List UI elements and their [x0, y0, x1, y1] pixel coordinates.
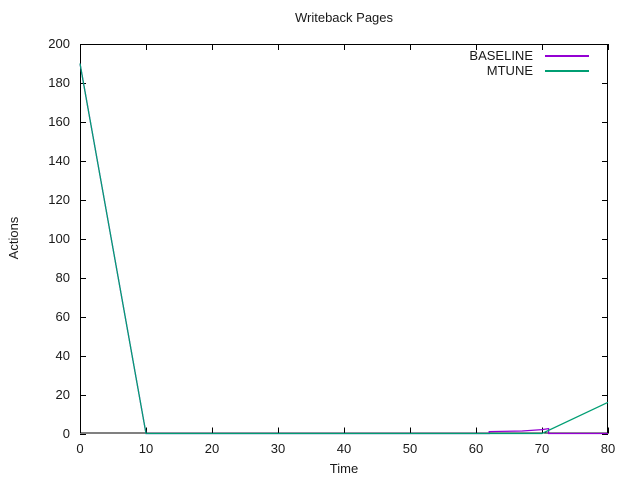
legend-item: BASELINE [469, 48, 589, 63]
y-tick-label: 40 [55, 347, 70, 363]
x-tick-label: 10 [138, 441, 154, 456]
legend-line-sample [545, 54, 589, 57]
series-line-baseline [79, 63, 608, 435]
y-tick-label: 0 [62, 425, 70, 441]
x-tick-label: 60 [468, 441, 484, 456]
x-tick-label: 0 [76, 441, 84, 456]
legend-label: BASELINE [469, 48, 533, 63]
y-tick-label: 80 [55, 269, 70, 285]
y-tick-label: 120 [48, 191, 70, 207]
legend: BASELINE MTUNE [469, 48, 589, 78]
x-tick-label: 80 [600, 441, 616, 456]
y-tick-label: 180 [48, 74, 70, 90]
y-tick-label: 200 [48, 36, 70, 51]
y-tick-label: 100 [48, 230, 70, 246]
x-tick-label: 20 [204, 441, 220, 456]
y-tick-label: 60 [55, 308, 70, 324]
plot-border [80, 44, 608, 434]
x-tick-label: 30 [270, 441, 286, 456]
y-tick-label: 140 [48, 152, 70, 168]
legend-item: MTUNE [469, 63, 589, 78]
x-tick-label: 50 [402, 441, 418, 456]
chart-title: Writeback Pages [294, 10, 394, 25]
legend-label: MTUNE [486, 63, 533, 78]
x-tick-label: 70 [534, 441, 550, 456]
y-tick-label: 20 [55, 386, 70, 402]
x-tick-label: 40 [336, 441, 352, 456]
legend-line-sample [545, 69, 589, 72]
series-line-mtune [79, 63, 609, 435]
y-tick-label: 160 [48, 113, 70, 129]
x-axis-label: Time [329, 461, 359, 476]
